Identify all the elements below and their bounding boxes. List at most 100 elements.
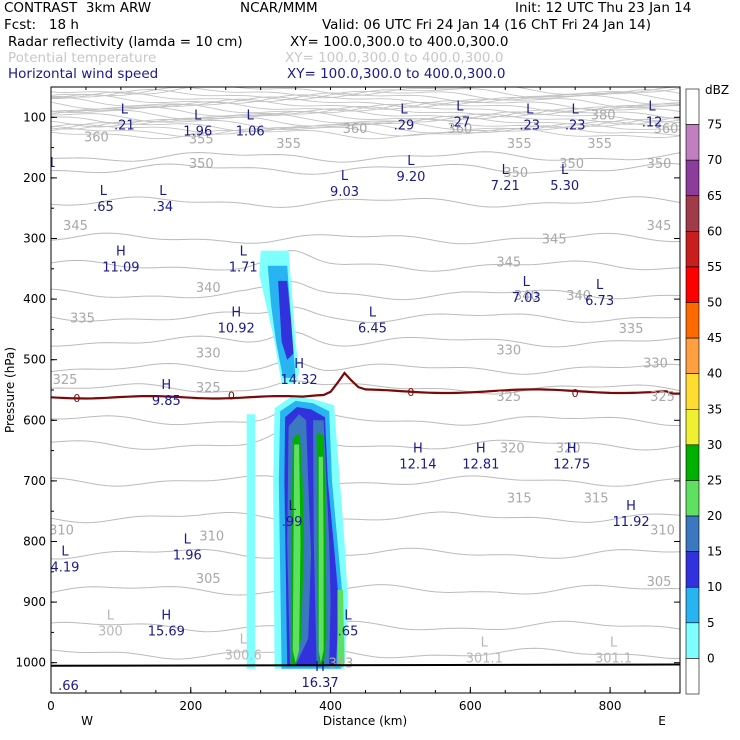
wind-extremum-value: 1.06: [236, 124, 265, 139]
wind-extremum-value: 6.73: [585, 294, 614, 309]
y-tick-label: 500: [23, 353, 46, 367]
theta-contour-label: 325: [650, 390, 675, 405]
wind-extremum-marker: L: [561, 163, 569, 178]
wind-extremum-marker: L: [240, 245, 248, 260]
wind-extremum-marker: H: [567, 442, 577, 457]
wind-extremum-value: 5.30: [550, 179, 579, 194]
theta-contour-line: [51, 98, 680, 111]
y-tick-label: 100: [23, 110, 46, 124]
y-tick-label: 800: [23, 535, 46, 549]
theta-contour-line: [51, 103, 680, 116]
theta-contour-line: [51, 475, 680, 487]
refl-30dbz: [318, 456, 324, 663]
freezing-level-line: [51, 371, 680, 400]
colorbar-level-label: 20: [707, 509, 722, 523]
theta-contour-label: 335: [70, 311, 95, 326]
theta-extremum-marker: L: [481, 636, 489, 651]
colorbar-swatch: [685, 480, 700, 517]
wind-extremum-value: 1.96: [173, 549, 202, 564]
wind-extremum-value: .23: [519, 118, 540, 133]
wind-extremum-value: .21: [114, 118, 135, 133]
theta-contour-line: [51, 118, 680, 130]
wind-extremum-value: 16.37: [301, 676, 338, 691]
theta-contour-label: 340: [566, 289, 591, 304]
y-tick-label: 300: [23, 232, 46, 246]
colorbar-level-label: 40: [707, 367, 722, 381]
colorbar-swatch: [685, 88, 700, 125]
theta-contour-line: [51, 280, 680, 301]
refl-5dbz: [246, 414, 256, 669]
field-wind: Horizontal wind speed: [8, 66, 159, 82]
theta-contour-line: [51, 125, 680, 138]
colorbar-level-label: 55: [707, 260, 722, 274]
theta-contour-line: [51, 331, 680, 348]
forecast-hour: Fcst: 18 h: [4, 17, 79, 33]
theta-contours: [51, 87, 680, 660]
theta-contour-label: 310: [650, 523, 675, 538]
theta-contour-label: 330: [496, 343, 521, 358]
wind-extremum-value: .99: [282, 515, 303, 530]
colorbar-level-label: 45: [707, 331, 722, 345]
wind-extremum-value: .65: [93, 200, 114, 215]
wind-extremum-value: .65: [338, 624, 359, 639]
theta-extremum-marker: L: [240, 633, 248, 648]
theta-contour-line: [51, 232, 680, 245]
theta-contour-line: [51, 96, 680, 108]
wind-extremum-value: 1.96: [183, 124, 212, 139]
theta-contour-line: [51, 123, 680, 135]
wind-extremum-value: .29: [394, 118, 415, 133]
colorbar-level-label: 5: [707, 616, 715, 630]
colorbar-level-label: 15: [707, 545, 722, 559]
wind-extremum-value: 10.92: [218, 321, 255, 336]
theta-contour-label: 320: [500, 442, 525, 457]
wind-extremum-marker: H: [161, 378, 171, 393]
theta-extremum-marker: L: [610, 636, 618, 651]
theta-contour-label: 305: [196, 572, 221, 587]
x-tick-label: 0: [47, 699, 55, 713]
x-tick-label: 600: [459, 699, 482, 713]
theta-contour-label: 350: [189, 157, 214, 172]
wind-extremum-marker: L: [369, 305, 377, 320]
wind-extremum-marker: H: [294, 357, 304, 372]
east-label: E: [658, 714, 666, 728]
colorbar-swatch: [685, 159, 700, 197]
west-label: W: [81, 714, 93, 728]
colorbar-level-label: 10: [707, 580, 722, 594]
wind-extremum-marker: H: [626, 499, 636, 514]
wind-extremum-value: 7.21: [491, 179, 520, 194]
theta-contour-line: [51, 360, 680, 375]
y-tick-label: 400: [23, 292, 46, 306]
theta-contour-label: 355: [587, 137, 612, 152]
theta-contour-label: 325: [496, 390, 521, 405]
wind-extremum-marker: H: [476, 442, 486, 457]
theta-contour-label: 320: [556, 442, 581, 457]
colorbar-swatch: [685, 515, 700, 552]
wind-extremum-value: 9.85: [152, 394, 181, 409]
colorbar-level-label: 35: [707, 402, 722, 416]
colorbar-unit: dBZ: [705, 83, 729, 97]
org-label: NCAR/MMM: [240, 0, 318, 16]
field-wind-xy: XY= 100.0,300.0 to 400.0,300.0: [287, 66, 506, 82]
field-reflectivity-xy: XY= 100.0,300.0 to 400.0,300.0: [290, 34, 509, 50]
colorbar-swatch: [685, 408, 700, 446]
colorbar-swatch: [685, 302, 700, 339]
theta-contour-label: 355: [276, 137, 301, 152]
colorbar-level-label: 0: [707, 651, 715, 665]
colorbar-swatch: [685, 266, 700, 303]
theta-contour-label: 345: [647, 219, 672, 234]
x-tick-label: 800: [599, 699, 622, 713]
theta-contour-label: 310: [49, 523, 74, 538]
theta-contour-label: 350: [647, 157, 672, 172]
wind-extremum-value: .66: [58, 679, 79, 694]
colorbar-swatch: [685, 444, 700, 481]
colorbar-swatch: [685, 124, 700, 161]
colorbar-swatch: [685, 586, 700, 624]
theta-contour-label: 345: [63, 219, 88, 234]
y-tick-label: 1000: [15, 656, 46, 670]
theta-contour-line: [51, 380, 680, 395]
y-tick-label: 200: [23, 171, 46, 185]
model-title: CONTRAST 3km ARW: [4, 0, 152, 16]
theta-contour-line: [51, 584, 680, 596]
freezing-level-label: 0: [73, 392, 80, 405]
